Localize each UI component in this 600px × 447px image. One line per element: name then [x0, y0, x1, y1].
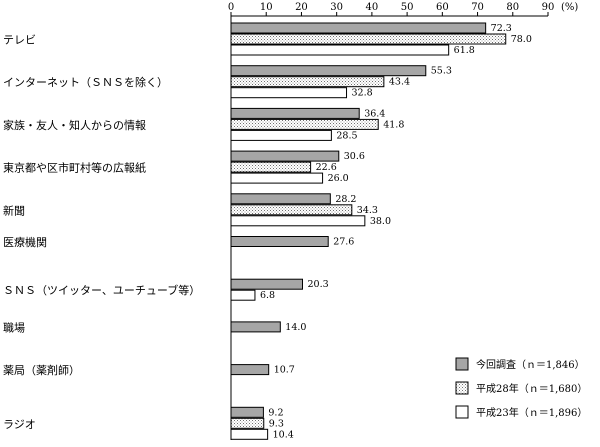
- category-label: ＳＮＳ（ツイッター、ユーチューブ等）: [3, 283, 200, 297]
- data-label: 9.2: [268, 407, 283, 418]
- data-label: 32.8: [352, 88, 373, 99]
- data-label: 36.4: [364, 108, 385, 119]
- x-tick-label: 10: [260, 2, 273, 13]
- data-label: 34.3: [357, 205, 378, 216]
- category-label: インターネット（ＳＮＳを除く）: [3, 75, 168, 89]
- x-tick-label: 60: [436, 2, 449, 13]
- data-label: 61.8: [454, 45, 475, 56]
- data-label: 43.4: [389, 77, 410, 88]
- data-label: 78.0: [511, 34, 532, 45]
- legend-swatch: [455, 381, 469, 395]
- data-label: 10.4: [273, 429, 294, 440]
- bar: [230, 44, 450, 56]
- bar: [230, 278, 304, 290]
- bar: [230, 417, 265, 429]
- category-label: テレビ: [3, 34, 36, 47]
- bar: [230, 129, 332, 141]
- category-label: 職場: [3, 321, 25, 334]
- category-label: 薬局（薬剤師）: [3, 363, 80, 377]
- category-label: ラジオ: [3, 418, 36, 431]
- data-label: 27.6: [333, 237, 354, 248]
- bar: [230, 204, 353, 216]
- label-layer: テレビ 72.378.0 61.8 インターネット（ＳＮＳを除く） 55.3 43.4 32…: [3, 23, 532, 440]
- bar: [230, 406, 264, 418]
- bar: [230, 193, 331, 205]
- data-label: 6.8: [260, 290, 275, 301]
- x-tick-label: 80: [506, 2, 519, 13]
- x-tick-label: 20: [295, 2, 308, 13]
- legend: 今回調査（ｎ＝1,846） 平成28年（ｎ＝1,680） 平成23年（ｎ＝1,896…: [455, 357, 587, 419]
- bar: [230, 364, 270, 376]
- x-tick-label: 50: [401, 2, 414, 13]
- data-label: 28.5: [336, 130, 357, 141]
- bar: [230, 22, 487, 34]
- legend-label: 今回調査（ｎ＝1,846）: [476, 358, 585, 371]
- bar: [230, 236, 329, 247]
- bar: [230, 215, 366, 227]
- category-label: 新聞: [3, 203, 25, 217]
- legend-swatch: [455, 405, 469, 419]
- data-label: 22.6: [316, 162, 337, 173]
- bar: [230, 107, 360, 119]
- data-label: 72.3: [491, 23, 512, 34]
- bar: [230, 289, 256, 301]
- x-tick-label: 0: [228, 2, 234, 13]
- bar: [230, 118, 379, 130]
- data-label: 10.7: [274, 365, 295, 376]
- category-label: 東京都や区市町村等の広報紙: [3, 161, 146, 175]
- bar: [230, 65, 427, 77]
- data-label: 9.3: [269, 418, 284, 429]
- bar: [230, 76, 385, 88]
- data-label: 20.3: [308, 279, 329, 290]
- legend-label: 平成23年（ｎ＝1,896）: [476, 406, 587, 419]
- data-label: 30.6: [344, 151, 365, 162]
- x-axis-unit: (%): [561, 2, 578, 13]
- bar: [230, 150, 340, 162]
- bar: [230, 161, 312, 173]
- bar-layer: [230, 22, 507, 440]
- category-label: 家族・友人・知人からの情報: [3, 118, 146, 132]
- x-tick-label: 30: [330, 2, 343, 13]
- data-label: 26.0: [328, 173, 349, 184]
- bar: [230, 33, 507, 45]
- bar: [230, 321, 281, 333]
- data-label: 28.2: [335, 194, 356, 205]
- data-label: 55.3: [431, 66, 452, 77]
- bar: [230, 87, 348, 99]
- data-label: 14.0: [285, 322, 306, 333]
- x-tick-label: 90: [542, 2, 555, 13]
- legend-swatch: [455, 357, 469, 371]
- legend-label: 平成28年（ｎ＝1,680）: [476, 382, 587, 395]
- data-label: 41.8: [383, 119, 404, 130]
- x-tick-label: 40: [366, 2, 379, 13]
- bar: [230, 172, 324, 184]
- category-label: 医療機関: [3, 235, 47, 249]
- bar: [230, 428, 269, 440]
- x-tick-label: 70: [471, 2, 484, 13]
- data-label: 38.0: [370, 216, 391, 227]
